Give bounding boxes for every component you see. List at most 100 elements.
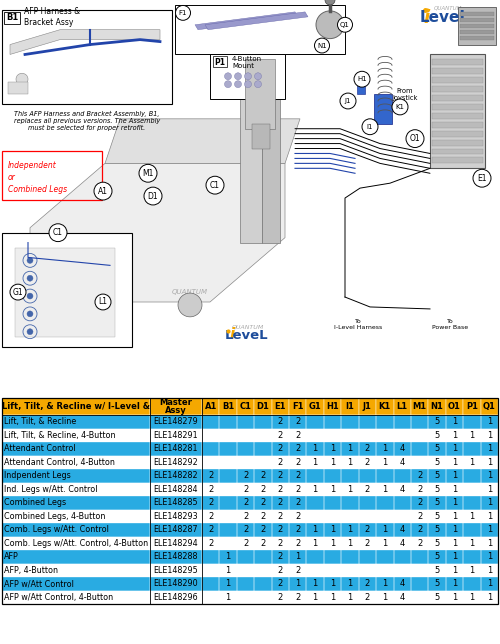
Text: 2: 2 — [417, 485, 422, 494]
Bar — [289, 564, 306, 577]
Text: 1: 1 — [226, 592, 230, 601]
Text: G1: G1 — [309, 402, 322, 411]
Bar — [358, 496, 376, 509]
Bar — [272, 415, 289, 428]
Bar — [432, 149, 483, 155]
Text: 1: 1 — [486, 553, 492, 562]
Bar — [358, 415, 376, 428]
Text: AFP: AFP — [4, 553, 19, 562]
Text: 5: 5 — [434, 485, 440, 494]
Bar — [446, 523, 463, 536]
Text: 2: 2 — [278, 485, 283, 494]
Text: 2: 2 — [295, 471, 300, 480]
Text: 1: 1 — [452, 526, 457, 535]
Bar — [432, 95, 483, 101]
Text: 2: 2 — [260, 485, 266, 494]
Bar — [342, 496, 358, 509]
Bar — [411, 523, 428, 536]
Text: E1: E1 — [274, 402, 286, 411]
Text: 2: 2 — [278, 553, 283, 562]
Bar — [480, 564, 498, 577]
Text: Lift, Tilt, & Recline: Lift, Tilt, & Recline — [4, 417, 76, 426]
Text: 2: 2 — [295, 592, 300, 601]
Bar — [428, 550, 446, 564]
Text: C1: C1 — [210, 181, 220, 190]
Bar — [289, 591, 306, 604]
Bar — [342, 482, 358, 496]
Bar — [289, 550, 306, 564]
Bar — [480, 415, 498, 428]
Bar — [428, 428, 446, 442]
Bar — [463, 455, 480, 469]
Bar — [460, 35, 494, 40]
Text: 2: 2 — [365, 526, 370, 535]
Text: Ind. Legs w/Att. Control: Ind. Legs w/Att. Control — [4, 485, 98, 494]
Text: 1: 1 — [312, 539, 318, 548]
Text: 1: 1 — [312, 485, 318, 494]
Bar — [430, 55, 485, 168]
Bar — [374, 94, 392, 124]
Bar — [289, 577, 306, 591]
Bar — [220, 455, 237, 469]
Text: 2: 2 — [260, 512, 266, 521]
Bar — [2, 591, 150, 604]
Text: Attendant Control, 4-Button: Attendant Control, 4-Button — [4, 458, 115, 467]
Bar — [202, 428, 220, 442]
Bar — [463, 398, 480, 415]
Bar — [376, 550, 394, 564]
Bar — [2, 523, 498, 536]
Circle shape — [338, 17, 352, 32]
Text: 1: 1 — [348, 526, 352, 535]
Bar — [460, 12, 494, 16]
Text: 5: 5 — [434, 471, 440, 480]
Bar — [306, 496, 324, 509]
Text: 2: 2 — [365, 444, 370, 453]
Circle shape — [254, 80, 262, 88]
Bar — [15, 247, 115, 337]
Text: 5: 5 — [434, 579, 440, 588]
Text: A1: A1 — [98, 187, 108, 196]
Bar — [2, 428, 498, 442]
Bar — [446, 415, 463, 428]
Text: 2: 2 — [295, 431, 300, 440]
Bar — [432, 104, 483, 110]
Bar — [411, 577, 428, 591]
Bar — [324, 564, 342, 577]
Text: G1: G1 — [12, 288, 24, 297]
Bar — [2, 509, 498, 523]
Circle shape — [95, 294, 111, 310]
Text: 1: 1 — [486, 526, 492, 535]
Circle shape — [206, 176, 224, 194]
Text: N1: N1 — [317, 43, 327, 48]
Bar — [220, 591, 237, 604]
Text: From
Joystick: From Joystick — [392, 88, 417, 100]
Text: 2: 2 — [295, 458, 300, 467]
Text: F1: F1 — [292, 402, 304, 411]
Text: 1: 1 — [452, 417, 457, 426]
Text: 1: 1 — [312, 444, 318, 453]
Text: ELE148287: ELE148287 — [154, 526, 198, 535]
Bar — [463, 591, 480, 604]
Bar — [480, 428, 498, 442]
Text: 1: 1 — [486, 471, 492, 480]
Bar — [237, 536, 254, 550]
Text: Independent
or
Combined Legs: Independent or Combined Legs — [8, 162, 67, 194]
Text: D1: D1 — [256, 402, 270, 411]
Bar — [237, 577, 254, 591]
Bar — [432, 113, 483, 118]
Text: ELE148292: ELE148292 — [154, 458, 198, 467]
Bar — [480, 496, 498, 509]
Bar — [358, 577, 376, 591]
Bar — [428, 577, 446, 591]
Bar — [446, 482, 463, 496]
Bar — [254, 415, 272, 428]
Text: I1: I1 — [367, 124, 373, 129]
Text: 5: 5 — [434, 526, 440, 535]
Bar — [150, 415, 202, 428]
Bar — [480, 591, 498, 604]
Bar — [2, 442, 150, 455]
Text: AFP, 4-Button: AFP, 4-Button — [4, 566, 58, 574]
Text: H1: H1 — [326, 402, 339, 411]
Bar — [2, 428, 150, 442]
Bar — [237, 415, 254, 428]
